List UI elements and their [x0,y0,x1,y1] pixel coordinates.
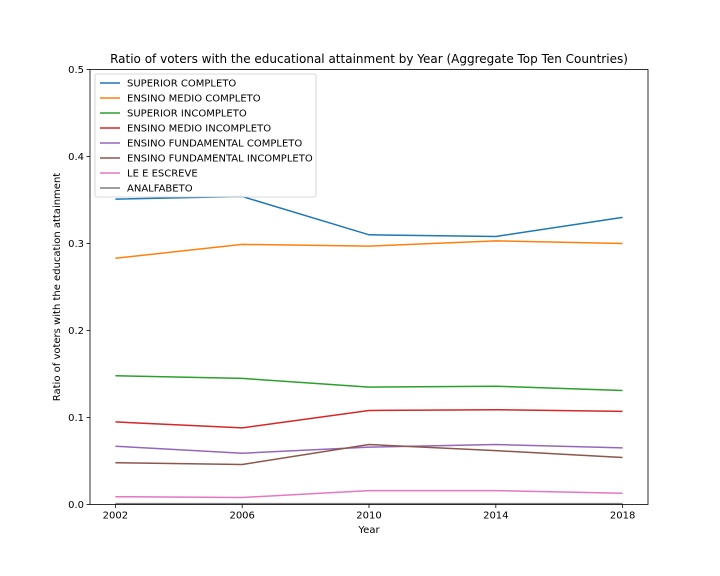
series-line-3 [115,408,623,429]
series-line-5 [115,443,623,466]
legend-label: ENSINO MEDIO COMPLETO [127,94,261,105]
y-tick-label: 0.4 [68,152,84,163]
legend-label: SUPERIOR INCOMPLETO [127,109,247,120]
series-line-4 [115,443,623,454]
x-tick-label: 2002 [103,511,128,522]
y-tick-label: 0.3 [68,239,84,250]
series-line-2 [115,374,623,392]
series-line-0 [115,195,623,238]
x-tick-label: 2006 [229,511,254,522]
legend-label: ANALFABETO [127,184,193,195]
x-tick-label: 2018 [610,511,635,522]
x-tick-label: 2010 [356,511,381,522]
legend-frame [94,73,317,198]
x-axis-label: Year [357,525,380,536]
y-tick-label: 0.0 [68,500,84,511]
y-axis-label: Ratio of voters with the education attai… [52,173,63,402]
legend-label: ENSINO MEDIO INCOMPLETO [127,124,271,135]
y-tick-label: 0.5 [68,65,84,76]
series-layer [115,195,623,505]
legend: SUPERIOR COMPLETO ENSINO MEDIO COMPLETO SU… [94,73,317,198]
series-line-1 [115,240,623,260]
x-axis: 2002 2006 2010 2014 2018 [103,504,635,522]
chart-title: Ratio of voters with the educational att… [110,52,628,66]
y-tick-label: 0.2 [68,326,84,337]
legend-label: ENSINO FUNDAMENTAL INCOMPLETO [127,154,313,165]
legend-label: SUPERIOR COMPLETO [127,79,236,90]
legend-label: ENSINO FUNDAMENTAL COMPLETO [127,139,302,150]
x-tick-label: 2014 [483,511,508,522]
legend-items: SUPERIOR COMPLETO ENSINO MEDIO COMPLETO SU… [100,79,313,195]
legend-label: LE E ESCREVE [127,169,198,180]
y-axis: 0.0 0.1 0.2 0.3 0.4 0.5 [68,65,90,511]
series-line-6 [115,489,623,499]
y-tick-label: 0.1 [68,413,84,424]
